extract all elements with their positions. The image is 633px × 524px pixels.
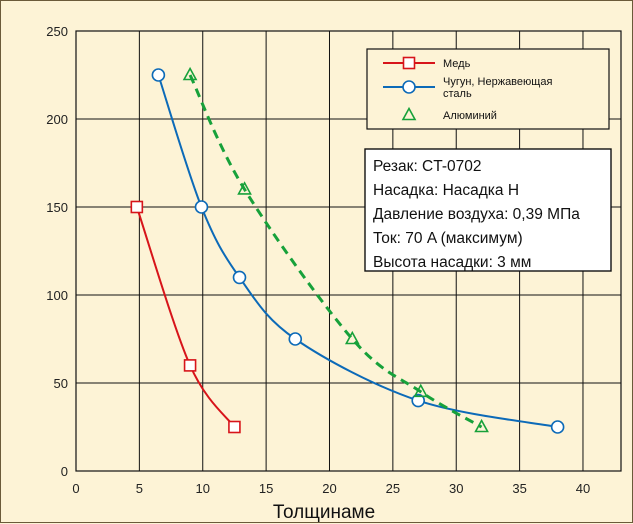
info-box-frame (364, 148, 612, 272)
data-point (130, 200, 144, 214)
data-point (228, 420, 241, 434)
x-tick-label: 35 (512, 481, 526, 496)
x-tick-label: 25 (386, 481, 400, 496)
info-line-air-pressure: Давление воздуха: 0,39 МПа (373, 206, 580, 223)
x-axis-label: Толщинаме (273, 502, 375, 523)
legend-label: Чугун, Нержавеющая сталь (443, 76, 552, 100)
info-line-nozzle: Насадка: Насадка H (373, 182, 519, 199)
series-layer (130, 66, 565, 434)
info-line-current: Ток: 70 A (максимум) (373, 230, 523, 247)
legend-item: Алюминий (401, 106, 497, 122)
legend-marker (401, 106, 417, 121)
x-tick-label: 5 (136, 481, 143, 496)
data-point (237, 181, 252, 195)
y-tick-label: 50 (54, 376, 68, 391)
data-point (182, 66, 198, 81)
y-tick-label: 0 (61, 464, 68, 479)
data-point (344, 330, 360, 345)
y-tick-label: 200 (46, 112, 68, 127)
data-point (194, 200, 209, 214)
series-2 (182, 66, 489, 433)
legend-label: Алюминий (443, 110, 497, 122)
info-line-cutter: Резак: CT-0702 (373, 158, 482, 175)
legend: Медь Чугун, Нержавеющая сталь Алюминий (366, 48, 610, 130)
tick-labels: 0 5 10 15 20 25 30 35 40 0 50 100 150 200 250 (46, 24, 590, 496)
data-point (411, 393, 426, 408)
x-tick-label: 30 (449, 481, 463, 496)
data-point (288, 332, 303, 346)
x-tick-label: 20 (322, 481, 336, 496)
legend-marker (402, 56, 416, 70)
legend-item: Чугун, Нержавеющая сталь (383, 76, 552, 100)
info-line-nozzle-height: Высота насадки: 3 мм (373, 254, 531, 271)
legend-marker (402, 80, 416, 94)
y-tick-label: 150 (46, 200, 68, 215)
data-point (474, 418, 489, 433)
legend-label: Медь (443, 58, 471, 70)
data-point (151, 68, 166, 82)
data-point (413, 383, 429, 398)
x-tick-label: 40 (576, 481, 590, 496)
x-tick-label: 10 (196, 481, 210, 496)
y-tick-label: 250 (46, 24, 68, 39)
data-point (183, 359, 197, 372)
info-box: Резак: CT-0702 Насадка: Насадка H Давлен… (364, 148, 612, 272)
x-tick-label: 15 (259, 481, 273, 496)
data-point (232, 270, 247, 285)
legend-item: Медь (383, 56, 471, 70)
data-point (550, 420, 565, 434)
series-line (135, 206, 236, 428)
x-tick-label: 0 (72, 481, 79, 496)
y-tick-label: 100 (46, 288, 68, 303)
series-0 (130, 200, 241, 434)
series-line (188, 74, 483, 429)
